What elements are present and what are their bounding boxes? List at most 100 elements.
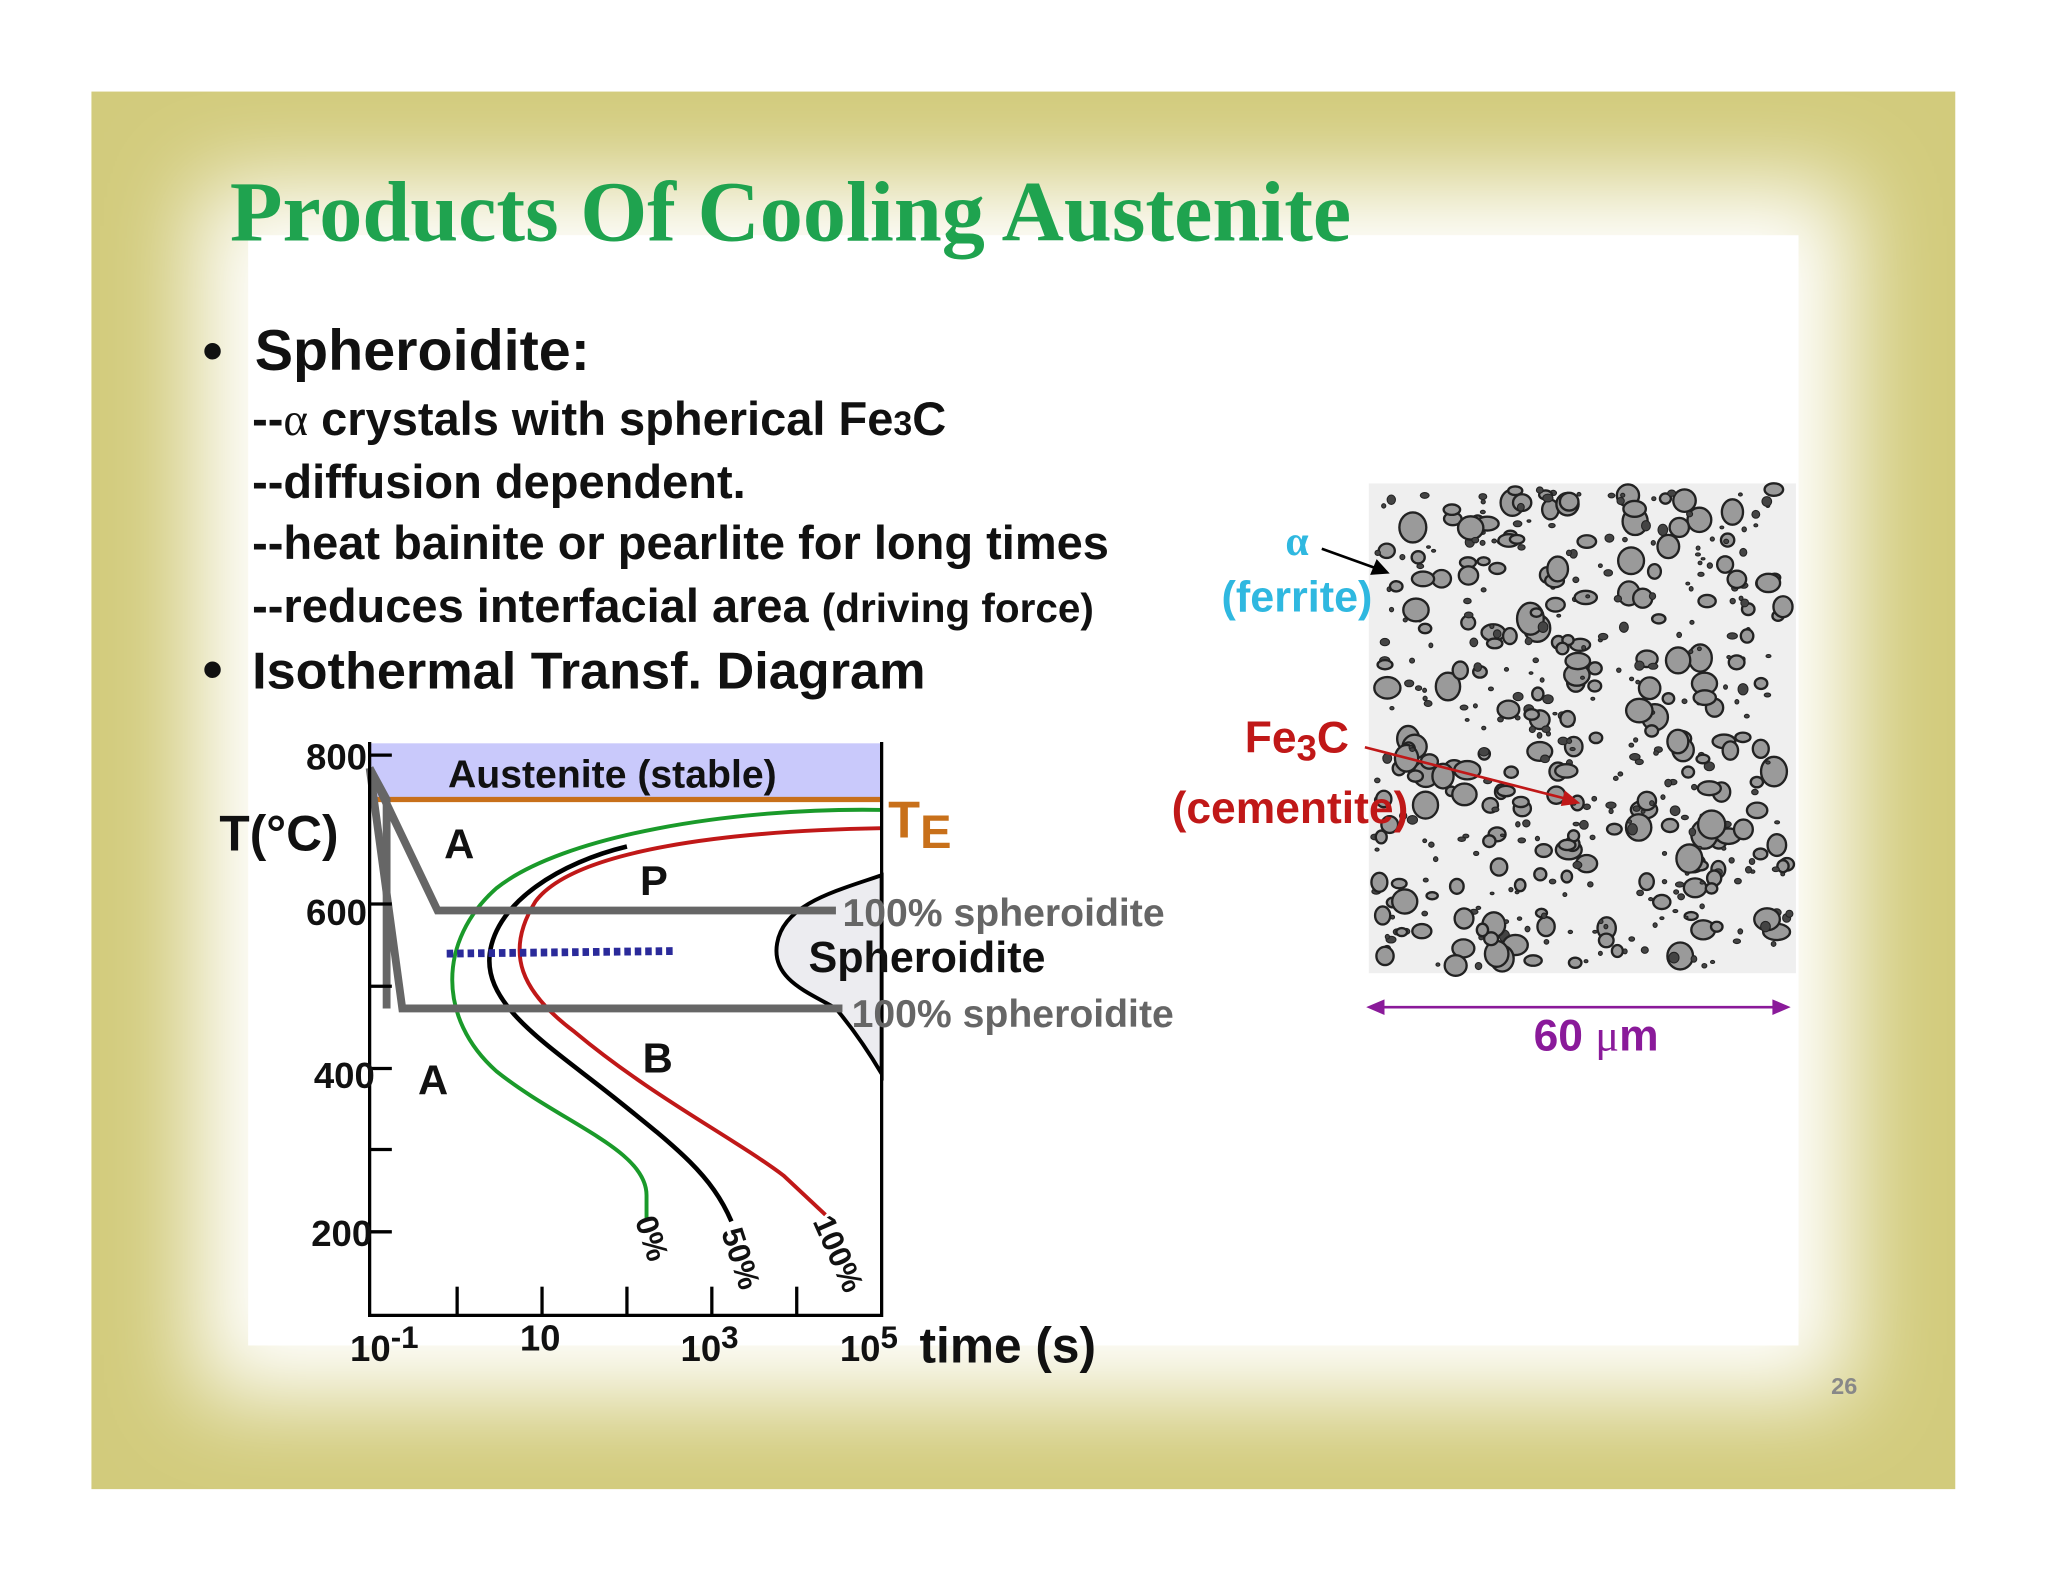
particle — [1479, 509, 1486, 515]
particle — [1709, 536, 1715, 542]
subscript: 3 — [893, 405, 912, 443]
particle — [1499, 833, 1505, 838]
particle — [1556, 613, 1562, 618]
region-label: B — [643, 1034, 673, 1081]
particle — [1681, 698, 1688, 705]
particle — [1487, 686, 1494, 692]
particle — [1737, 492, 1743, 497]
particle — [1534, 842, 1553, 859]
particle — [1496, 784, 1516, 798]
particle — [1695, 753, 1711, 765]
particle — [1576, 534, 1598, 549]
particle — [1657, 523, 1669, 537]
y-tick-label: 400 — [314, 1055, 375, 1096]
particle — [1557, 838, 1577, 852]
dashed-line — [446, 947, 677, 958]
text: 60 — [1534, 1011, 1596, 1060]
superscript: 5 — [881, 1320, 898, 1355]
mu: μ — [1595, 1010, 1619, 1060]
particle — [1476, 556, 1491, 567]
particle — [1422, 838, 1428, 844]
particle — [1604, 533, 1615, 543]
particle — [1622, 536, 1628, 543]
subscript: 3 — [1297, 727, 1317, 768]
particle — [1597, 563, 1603, 569]
particle — [1552, 711, 1558, 716]
particle — [1411, 790, 1440, 820]
particle — [1422, 687, 1428, 693]
particle — [1480, 499, 1486, 505]
particle — [1669, 805, 1681, 817]
particle — [1426, 545, 1431, 549]
particle — [1457, 836, 1466, 842]
particle — [1489, 623, 1495, 630]
particle — [1501, 626, 1518, 646]
particle — [1398, 511, 1428, 544]
particle — [1592, 929, 1598, 934]
particle — [1540, 754, 1550, 764]
particle — [1638, 872, 1655, 892]
particle — [1697, 593, 1717, 609]
particle — [1728, 857, 1735, 864]
particle — [1727, 654, 1746, 671]
particle — [1475, 905, 1482, 910]
particle — [1548, 878, 1557, 885]
particle — [1448, 877, 1465, 895]
particle — [1605, 822, 1623, 836]
particle — [1772, 595, 1794, 619]
particle — [1617, 771, 1624, 777]
particle — [1734, 699, 1740, 705]
particle — [1686, 510, 1694, 518]
particle — [1689, 619, 1695, 625]
particle — [1624, 697, 1654, 724]
particle — [1652, 922, 1658, 929]
item: --diffusion dependent. — [252, 455, 746, 508]
particle — [1410, 570, 1436, 588]
particle — [1402, 617, 1408, 623]
particle — [1503, 765, 1520, 779]
particle — [1491, 806, 1500, 813]
y-tick-label: 200 — [311, 1213, 372, 1254]
particle — [1463, 611, 1474, 619]
particle — [1479, 539, 1486, 546]
particle — [1411, 922, 1433, 940]
particle — [1729, 597, 1736, 605]
ferrite-label: (ferrite) — [1222, 573, 1373, 621]
particle — [1721, 846, 1727, 851]
particle — [1603, 923, 1609, 930]
particle — [1685, 581, 1691, 586]
particle — [1739, 628, 1755, 644]
particle — [1480, 587, 1487, 593]
particle — [1664, 778, 1673, 788]
particle — [1451, 660, 1469, 681]
particle — [1688, 827, 1697, 837]
particle — [1753, 523, 1759, 528]
particle — [1766, 833, 1788, 858]
particle — [1610, 943, 1625, 959]
text: 10 — [680, 1328, 721, 1369]
particle — [1585, 594, 1591, 599]
particle — [1375, 789, 1393, 809]
ticks — [369, 753, 799, 1316]
particle — [1732, 818, 1754, 841]
cementite-label: (cementite) — [1172, 784, 1409, 833]
particle — [1474, 961, 1483, 971]
particle — [1390, 914, 1396, 920]
item: --α crystals with spherical Fe3C — [252, 392, 946, 446]
particle — [1523, 708, 1541, 721]
item: --reduces interfacial area (driving forc… — [252, 579, 1094, 632]
alpha: α — [283, 394, 308, 446]
region-label: P — [640, 857, 668, 904]
annotation: 100% spheroidite — [852, 993, 1174, 1036]
particle — [1692, 689, 1718, 707]
particle — [1726, 655, 1732, 660]
particle — [1475, 922, 1490, 938]
particle — [1672, 488, 1697, 514]
particle — [1616, 496, 1625, 506]
particle — [1478, 493, 1488, 501]
particle — [1481, 725, 1487, 731]
particle — [1496, 699, 1521, 720]
particle — [1666, 728, 1690, 755]
alpha-label: α — [1285, 519, 1308, 565]
particle — [1539, 677, 1545, 683]
